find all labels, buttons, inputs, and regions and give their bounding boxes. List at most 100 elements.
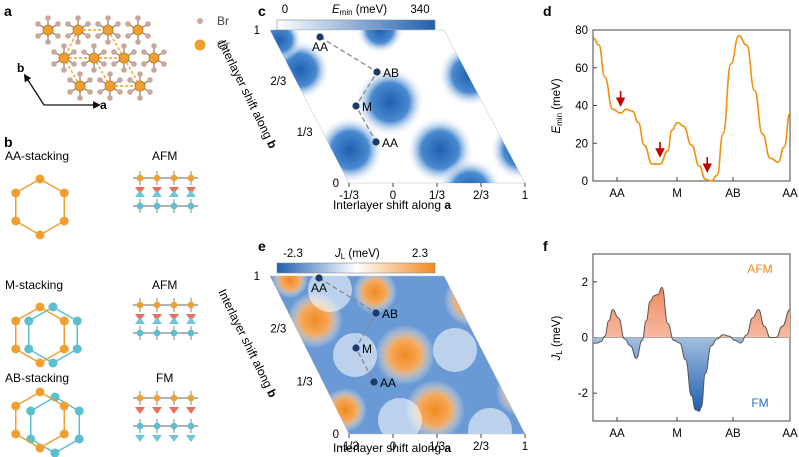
path-point (370, 378, 378, 386)
br-atom (111, 61, 117, 67)
spin-arrow-icon (186, 190, 196, 197)
hex-atom (48, 358, 58, 368)
hex-atom (59, 188, 69, 198)
path-point-label: AB (383, 66, 399, 80)
hex-atom (24, 316, 34, 326)
cr-atom (132, 24, 144, 36)
chart-f-ylabel: JL (meV) (551, 315, 564, 361)
spin-arrow-icon (169, 190, 179, 197)
jl-area-chart: JL (meV) AFM FM -2 0 2 AA M AB AA (551, 253, 798, 440)
br-atom (141, 61, 147, 67)
br-atom (117, 89, 123, 95)
emin-map (269, 29, 526, 184)
y-tick-label: 1/3 (297, 376, 313, 388)
path-point-label: AA (380, 376, 396, 390)
br-atom (81, 49, 87, 55)
br-atom (35, 21, 41, 27)
br-atom (105, 39, 111, 45)
br-atom (61, 67, 67, 73)
hex-atom (11, 188, 21, 198)
hex-atom (35, 302, 45, 312)
cr-atom (74, 80, 86, 92)
stacking-label-m: M-stacking (5, 278, 63, 292)
br-atom (101, 49, 107, 55)
br-atom (35, 33, 41, 39)
path-point-label: M (362, 342, 372, 356)
spin-arrow-icon (169, 317, 179, 324)
br-atom (45, 15, 51, 21)
br-atom (95, 21, 101, 27)
y-tick-label: 0 (333, 429, 339, 441)
br-atom (115, 21, 121, 27)
br-atom (67, 77, 73, 83)
br-atom (127, 89, 133, 95)
br-atom (95, 33, 101, 39)
spin-arrow-icon (152, 435, 162, 442)
br-atom (51, 49, 57, 55)
cr-atom (134, 80, 146, 92)
spin-arrow-icon (169, 435, 179, 442)
panel-label-e: e (258, 238, 266, 254)
path-point-label: AB (382, 307, 398, 321)
cr-atom (104, 80, 116, 92)
y-tick-label: 1 (254, 271, 260, 283)
colorbar-max: 340 (410, 4, 429, 16)
jl-colorbar-max: 2.3 (412, 248, 428, 260)
hex-atom (11, 216, 21, 226)
hex-atom (11, 401, 21, 411)
hex-atom (59, 216, 69, 226)
chart-f-xtick: AB (725, 428, 741, 440)
cr-atom (88, 52, 100, 64)
emin-colorbar: 0 340 Emin (meV) (276, 4, 436, 31)
path-point (352, 102, 360, 110)
path-point (315, 274, 323, 282)
chart-f-xtick: AA (782, 428, 798, 440)
legend-cr: Cr (217, 38, 230, 52)
y-tick-label: 1 (254, 25, 260, 37)
cr-atom-icon (194, 39, 206, 51)
jl-ylabel: Interlayer shift along b (215, 287, 280, 400)
colorbar-title: Emin (meV) (332, 4, 387, 17)
br-atom (87, 77, 93, 83)
path-point-label: M (362, 100, 372, 114)
br-atom (65, 21, 71, 27)
br-atom (77, 95, 83, 101)
cr-atom (118, 52, 130, 64)
chart-d-xtick: M (672, 188, 682, 200)
cr-atom (148, 52, 160, 64)
hex-atom (35, 358, 45, 368)
cr-atom (58, 52, 70, 64)
br-atom (147, 89, 153, 95)
br-atom (145, 21, 151, 27)
panel-label-a: a (4, 3, 12, 19)
afm-annotation: AFM (747, 262, 772, 276)
panel-label-b: b (4, 134, 13, 150)
spin-arrow-icon (186, 435, 196, 442)
spin-diagrams (133, 171, 198, 442)
hex-atom (72, 316, 82, 326)
hex-atom (35, 443, 45, 453)
emin-path: AA AB M AA (312, 33, 399, 150)
jl-curve (593, 286, 791, 412)
br-atom (67, 89, 73, 95)
br-atom (75, 15, 81, 21)
br-atom (121, 67, 127, 73)
hexagon-diagrams (11, 174, 84, 457)
hex-atom (59, 316, 69, 326)
br-atom (115, 33, 121, 39)
chart-d-ytick: 20 (575, 138, 588, 150)
br-atom (45, 39, 51, 45)
hex-atom (26, 406, 36, 416)
x-tick-label: 1/3 (429, 190, 445, 202)
br-atom (55, 21, 61, 27)
chart-d-ytick: 60 (575, 63, 588, 75)
hex-atom (48, 302, 58, 312)
hex-atom (74, 434, 84, 444)
chart-d-ytick: 40 (575, 101, 588, 113)
br-atom (85, 33, 91, 39)
axis-a-label: a (100, 98, 107, 112)
panel-label-c: c (258, 3, 266, 19)
jl-map (269, 275, 526, 435)
spin-arrow-icon (152, 407, 162, 414)
crbr3-lattice (35, 15, 167, 101)
